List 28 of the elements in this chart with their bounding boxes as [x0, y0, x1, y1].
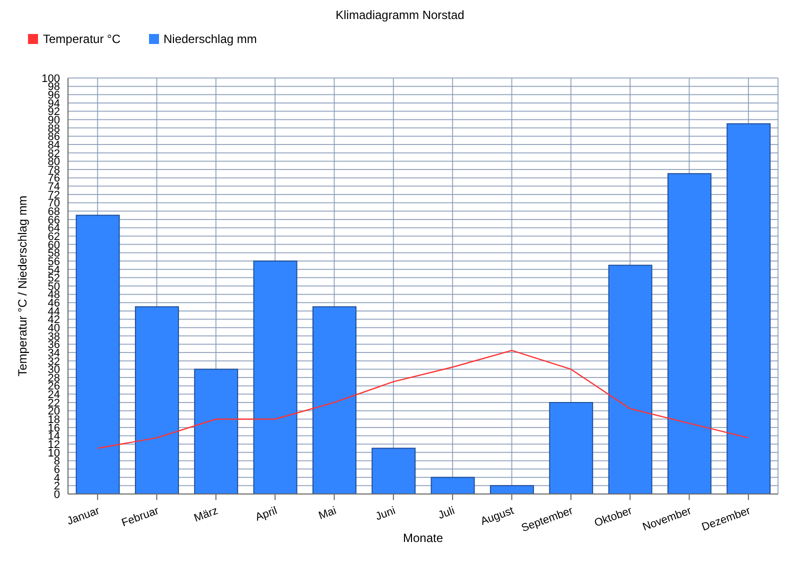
bar	[667, 173, 712, 494]
bar	[549, 402, 594, 494]
x-tick-label: Oktober	[592, 504, 634, 530]
y-tick-label: 0	[54, 488, 60, 501]
legend-label: Temperatur °C	[43, 32, 120, 46]
x-tick-label: Juni	[374, 504, 398, 524]
bar	[134, 306, 179, 494]
bar	[430, 476, 475, 494]
x-axis-title: Monate	[402, 531, 444, 545]
bar	[253, 260, 298, 494]
bar	[726, 123, 771, 494]
x-tick-label: Juli	[436, 504, 456, 522]
bar	[372, 448, 416, 494]
bar	[490, 485, 534, 494]
x-tick-label: August	[479, 504, 516, 528]
y-axis-title: Temperatur °C / Niederschlag mm	[15, 196, 30, 376]
x-tick-label: Mai	[317, 504, 338, 522]
bar	[76, 214, 120, 494]
chart-title: Klimadiagramm Norstad	[334, 8, 466, 22]
x-tick-label: April	[254, 504, 279, 524]
bar	[194, 368, 238, 494]
x-tick-label: Februar	[120, 504, 161, 530]
bar	[312, 306, 356, 494]
x-tick-label: März	[192, 504, 220, 525]
bar	[608, 264, 652, 494]
legend-label: Niederschlag mm	[164, 32, 257, 46]
x-tick-label: Januar	[66, 504, 102, 528]
line-series	[96, 350, 750, 449]
